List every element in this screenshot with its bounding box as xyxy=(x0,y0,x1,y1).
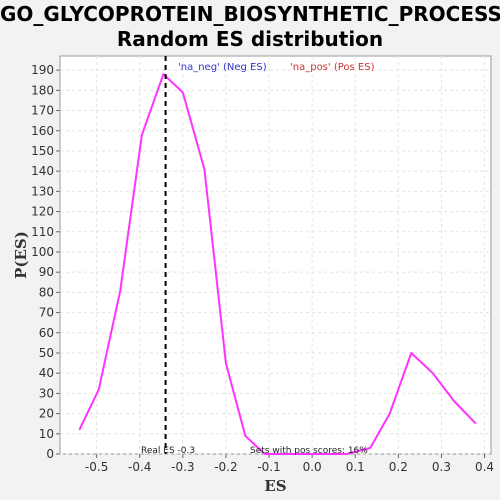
y-tick-label: 90 xyxy=(39,265,54,279)
y-axis-ticks: 0 10 20 30 40 50 60 70 80 90 100 110 120 130 140 150 160… xyxy=(31,63,60,461)
x-tick-label: -0.2 xyxy=(214,460,237,474)
y-tick-label: 10 xyxy=(39,427,54,441)
x-tick-label: -0.5 xyxy=(85,460,108,474)
real-es-label: Real ES -0.3 xyxy=(141,446,195,456)
y-tick-label: 180 xyxy=(31,83,54,97)
y-tick-label: 170 xyxy=(31,104,54,118)
y-tick-label: 120 xyxy=(31,205,54,219)
plot-background xyxy=(59,55,492,455)
y-tick-label: 40 xyxy=(39,366,54,380)
x-tick-label: -0.3 xyxy=(171,460,194,474)
y-tick-label: 50 xyxy=(39,346,54,360)
y-tick-label: 0 xyxy=(46,447,54,461)
y-tick-label: 20 xyxy=(39,407,54,421)
chart-title-line2: Random ES distribution xyxy=(116,27,384,51)
x-tick-label: 0.3 xyxy=(432,460,451,474)
chart-title-line1: GO_GLYCOPROTEIN_BIOSYNTHETIC_PROCESS: xyxy=(0,2,500,26)
series-group xyxy=(78,73,477,455)
y-tick-label: 30 xyxy=(39,386,54,400)
x-tick-label: 0.2 xyxy=(389,460,408,474)
y-tick-label: 160 xyxy=(31,124,54,138)
x-tick-label: 0.4 xyxy=(475,460,494,474)
y-tick-label: 140 xyxy=(31,164,54,178)
y-tick-label: 100 xyxy=(31,245,54,259)
x-tick-label: -0.1 xyxy=(257,460,280,474)
x-tick-label: -0.4 xyxy=(128,460,151,474)
x-axis-label: ES xyxy=(264,477,286,495)
chart-title: GO_GLYCOPROTEIN_BIOSYNTHETIC_PROCESS: Ra… xyxy=(0,2,500,52)
legend-pos: 'na_pos' (Pos ES) xyxy=(290,62,375,73)
x-tick-label: 0.0 xyxy=(303,460,322,474)
y-tick-label: 190 xyxy=(31,63,54,77)
series-line xyxy=(78,73,477,455)
x-tick-label: 0.1 xyxy=(346,460,365,474)
y-axis-label: P(ES) xyxy=(12,231,30,279)
x-axis-ticks: -0.5 -0.4 -0.3 -0.2 -0.1 0.0 0.1 0.2 0.3 0.4 xyxy=(85,454,494,474)
y-tick-label: 110 xyxy=(31,225,54,239)
y-tick-label: 70 xyxy=(39,306,54,320)
pos-scores-label: Sets with pos scores: 16% xyxy=(250,446,368,456)
legend-neg: 'na_neg' (Neg ES) xyxy=(178,62,267,73)
y-tick-label: 150 xyxy=(31,144,54,158)
y-tick-label: 130 xyxy=(31,184,54,198)
y-tick-label: 80 xyxy=(39,285,54,299)
y-tick-label: 60 xyxy=(39,326,54,340)
